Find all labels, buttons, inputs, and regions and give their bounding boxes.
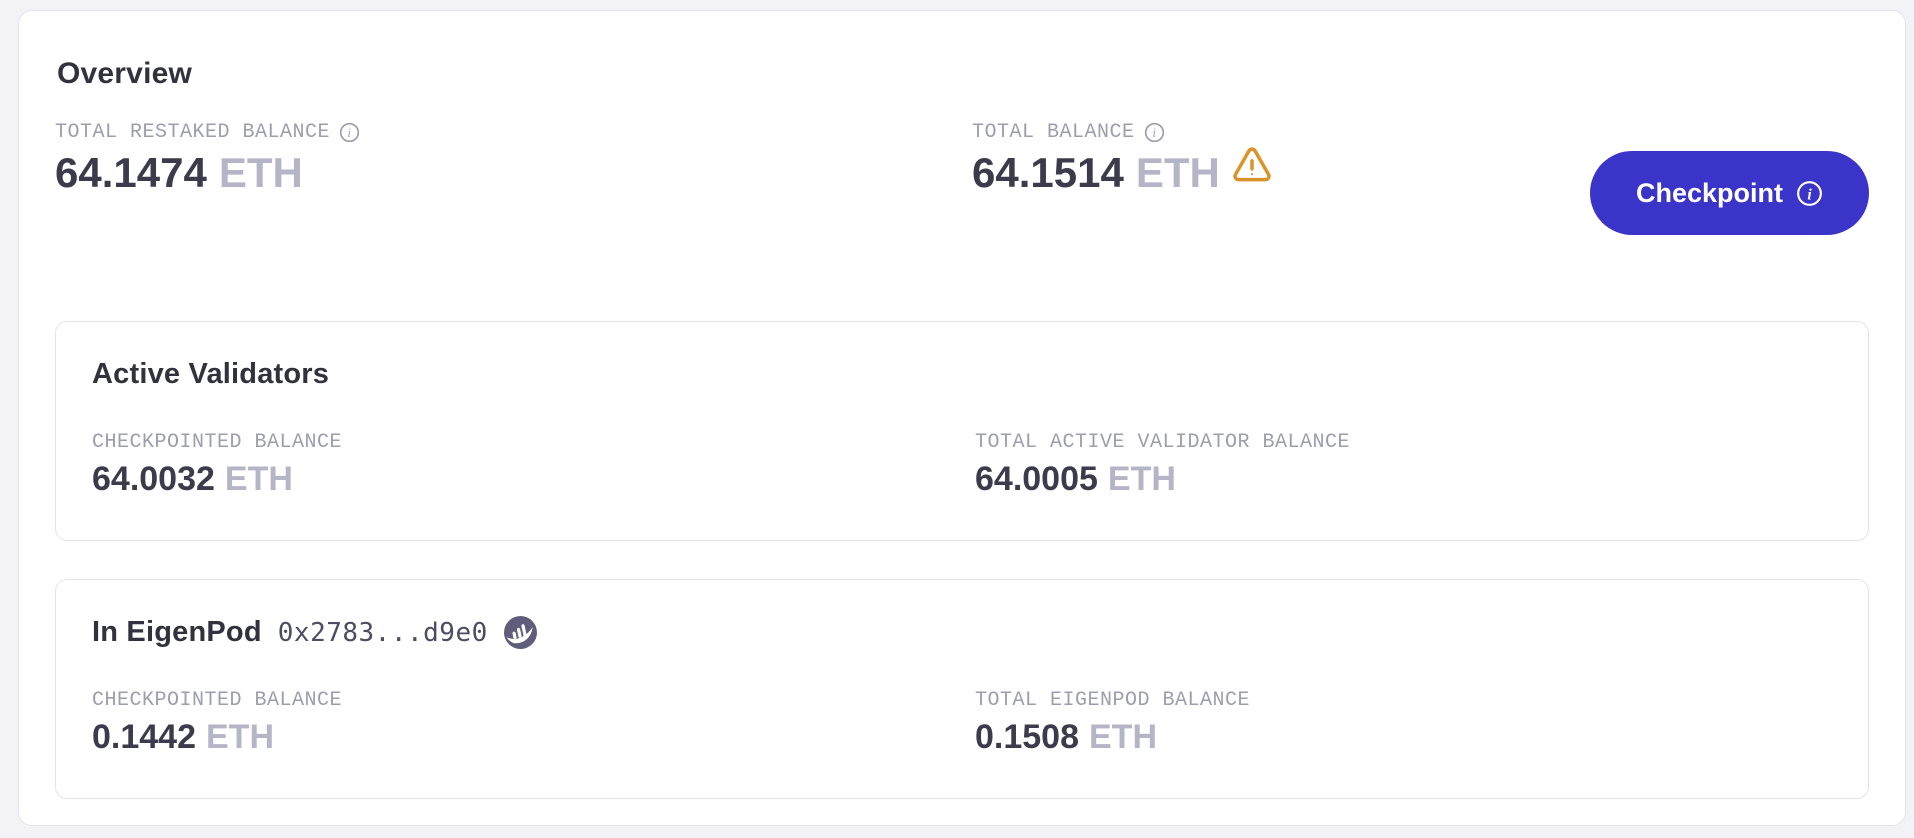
checkpointed-balance-label: CHECKPOINTED BALANCE — [92, 431, 343, 454]
checkpointed-balance-amount: 64.0032 — [92, 460, 215, 498]
active-validators-card: Active Validators CHECKPOINTED BALANCE 6… — [55, 321, 1869, 541]
beaconchain-explorer-icon[interactable] — [503, 616, 537, 649]
checkpointed-balance-value: 64.0032 ETH — [92, 462, 975, 496]
total-restaked-label: TOTAL RESTAKED BALANCE — [55, 121, 331, 144]
checkpoint-button-label: Checkpoint — [1635, 177, 1783, 208]
pod-checkpointed-metric: CHECKPOINTED BALANCE 0.1442 ETH — [92, 689, 975, 754]
overview-metrics-row: TOTAL RESTAKED BALANCE 64.1474 ETH TOTAL… — [55, 121, 1869, 235]
info-icon[interactable] — [339, 122, 360, 143]
total-balance-value: 64.1514 ETH — [972, 147, 1590, 196]
total-eigenpod-metric: TOTAL EIGENPOD BALANCE 0.1508 ETH — [975, 689, 1832, 754]
total-active-validator-label: TOTAL ACTIVE VALIDATOR BALANCE — [975, 431, 1351, 454]
pod-checkpointed-value: 0.1442 ETH — [92, 720, 975, 754]
total-balance-label-row: TOTAL BALANCE — [972, 121, 1590, 144]
warning-triangle-icon[interactable] — [1230, 144, 1274, 188]
eigenpod-address: 0x2783...d9e0 — [277, 617, 488, 648]
checkpointed-balance-metric: CHECKPOINTED BALANCE 64.0032 ETH — [92, 431, 975, 496]
total-active-validator-value: 64.0005 ETH — [975, 462, 1832, 496]
total-restaked-unit: ETH — [218, 149, 303, 196]
overview-panel: Overview TOTAL RESTAKED BALANCE 64.1474 … — [18, 10, 1906, 826]
eigenpod-card-header: In EigenPod 0x2783...d9e0 — [92, 616, 1832, 649]
total-restaked-metric: TOTAL RESTAKED BALANCE 64.1474 ETH — [55, 121, 972, 194]
active-validators-title: Active Validators — [92, 358, 330, 390]
total-balance-amount: 64.1514 — [972, 149, 1124, 196]
info-icon[interactable] — [1144, 122, 1165, 143]
total-restaked-value: 64.1474 ETH — [55, 152, 972, 194]
checkpoint-button[interactable]: Checkpoint — [1589, 151, 1869, 235]
pod-checkpointed-unit: ETH — [206, 718, 274, 756]
eigenpod-title: In EigenPod — [92, 616, 262, 648]
checkpointed-balance-unit: ETH — [224, 460, 293, 498]
total-balance-metric: TOTAL BALANCE 64.1514 ETH — [972, 121, 1590, 194]
total-eigenpod-value: 0.1508 ETH — [975, 720, 1832, 754]
total-active-validator-amount: 64.0005 — [975, 460, 1098, 498]
page-title: Overview — [57, 57, 193, 90]
total-eigenpod-label: TOTAL EIGENPOD BALANCE — [975, 689, 1251, 712]
total-restaked-amount: 64.1474 — [55, 149, 207, 196]
total-balance-unit: ETH — [1135, 149, 1220, 196]
total-balance-label: TOTAL BALANCE — [972, 121, 1135, 144]
eigenpod-metrics: CHECKPOINTED BALANCE 0.1442 ETH TOTAL EI… — [92, 689, 1832, 754]
total-eigenpod-unit: ETH — [1089, 718, 1157, 756]
active-validators-metrics: CHECKPOINTED BALANCE 64.0032 ETH TOTAL A… — [92, 431, 1832, 496]
info-icon — [1796, 180, 1823, 207]
pod-checkpointed-amount: 0.1442 — [92, 718, 196, 756]
total-eigenpod-amount: 0.1508 — [975, 718, 1079, 756]
pod-checkpointed-label: CHECKPOINTED BALANCE — [92, 689, 343, 712]
eigenpod-card: In EigenPod 0x2783...d9e0 CHECKPOINTED B… — [55, 579, 1869, 799]
total-active-validator-metric: TOTAL ACTIVE VALIDATOR BALANCE 64.0005 E… — [975, 431, 1832, 496]
total-active-validator-unit: ETH — [1107, 460, 1176, 498]
total-restaked-label-row: TOTAL RESTAKED BALANCE — [55, 121, 972, 144]
